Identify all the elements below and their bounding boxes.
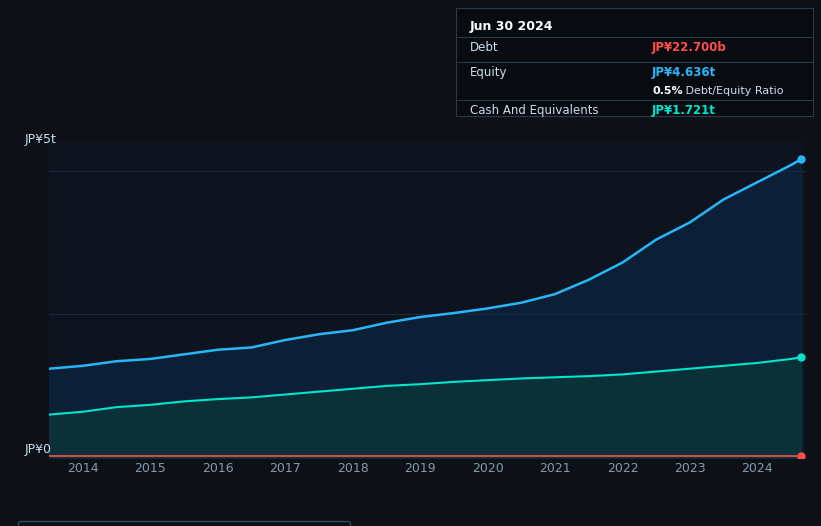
Text: JP¥0: JP¥0 — [25, 443, 52, 456]
Text: Jun 30 2024: Jun 30 2024 — [470, 20, 553, 33]
Text: JP¥5t: JP¥5t — [25, 133, 57, 146]
Text: JP¥4.636t: JP¥4.636t — [652, 66, 717, 79]
Text: 0.5%: 0.5% — [652, 86, 683, 96]
Text: Cash And Equivalents: Cash And Equivalents — [470, 104, 599, 117]
Text: Debt: Debt — [470, 42, 498, 54]
Text: JP¥1.721t: JP¥1.721t — [652, 104, 716, 117]
Text: JP¥22.700b: JP¥22.700b — [652, 42, 727, 54]
Legend: Debt, Equity, Cash And Equivalents: Debt, Equity, Cash And Equivalents — [18, 521, 350, 526]
Text: Debt/Equity Ratio: Debt/Equity Ratio — [682, 86, 784, 96]
Text: Equity: Equity — [470, 66, 507, 79]
